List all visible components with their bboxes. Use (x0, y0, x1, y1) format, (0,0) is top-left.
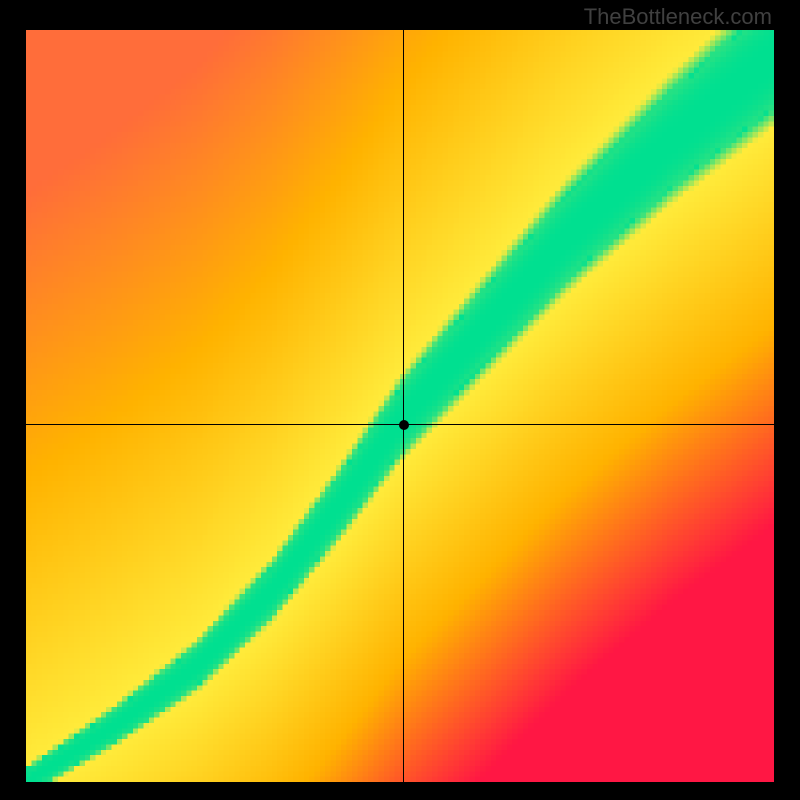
heatmap-canvas (26, 30, 774, 782)
crosshair-vertical (403, 30, 404, 782)
chart-container: TheBottleneck.com (0, 0, 800, 800)
crosshair-marker (399, 420, 409, 430)
watermark-text: TheBottleneck.com (584, 4, 772, 30)
